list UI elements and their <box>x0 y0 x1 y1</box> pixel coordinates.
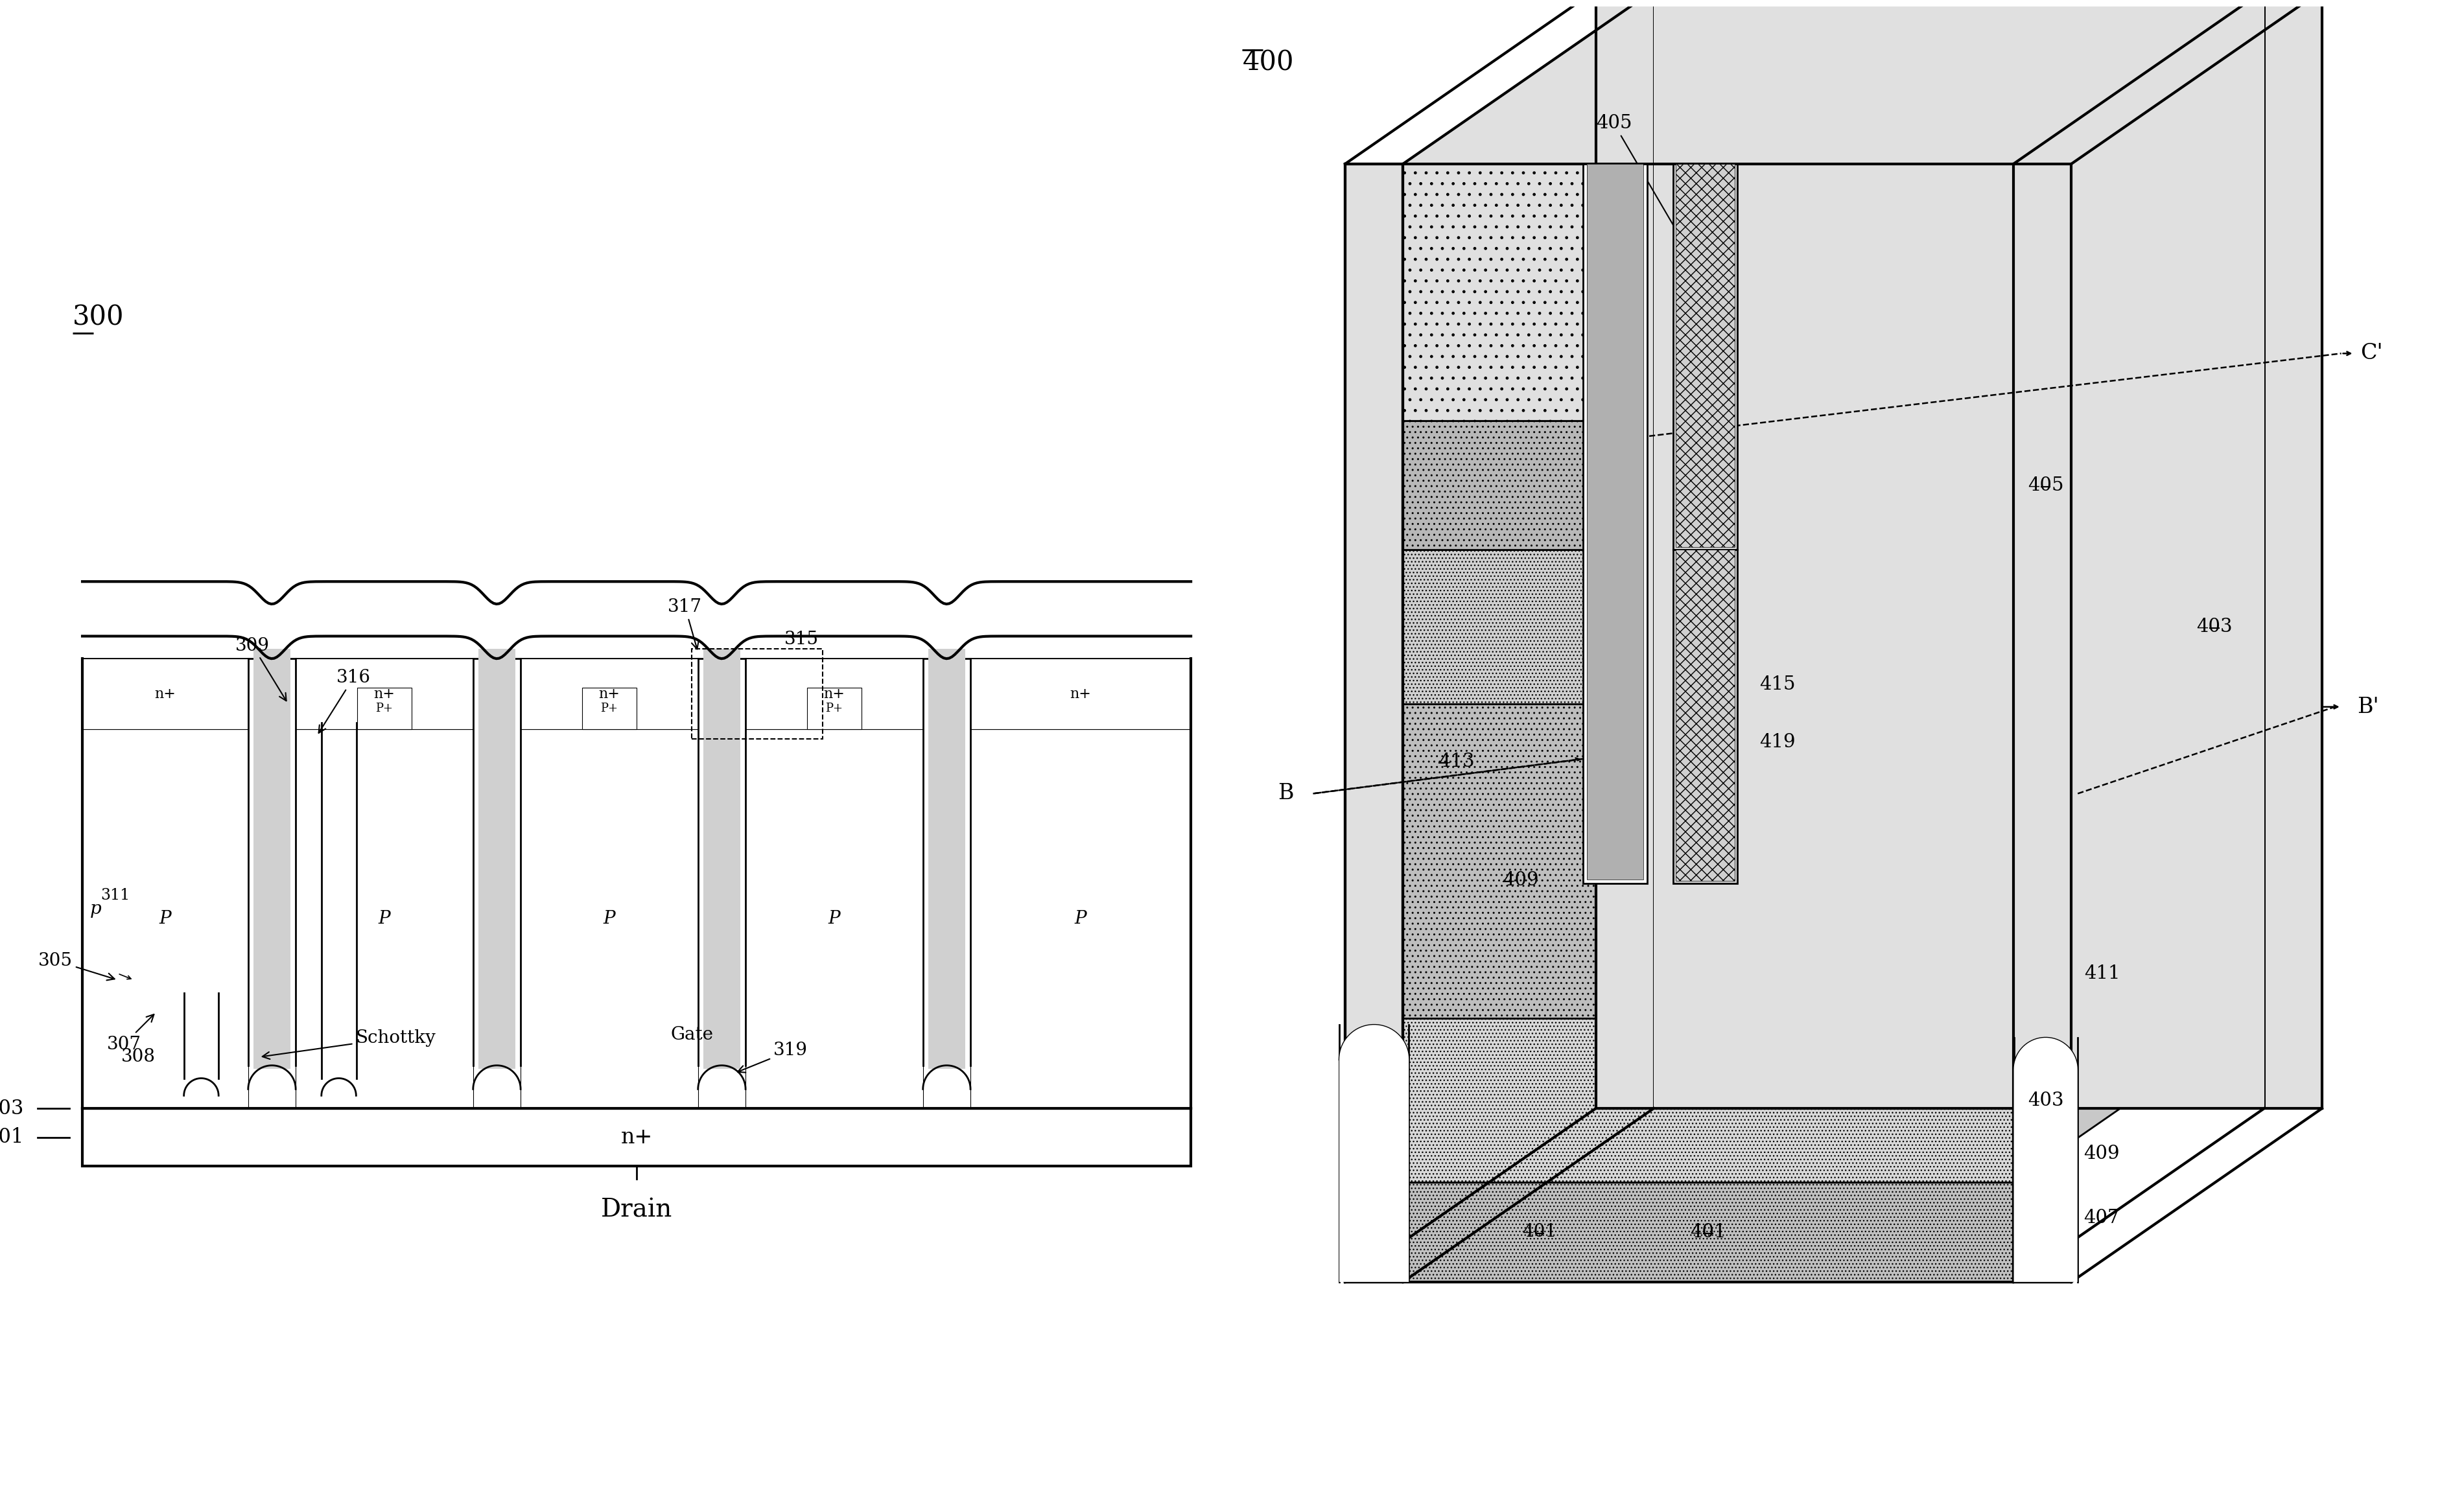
Bar <box>296 659 473 729</box>
Bar <box>81 659 249 729</box>
Bar <box>1582 164 1648 883</box>
Text: 305: 305 <box>39 952 113 980</box>
Text: n+: n+ <box>1069 687 1092 701</box>
Text: 413: 413 <box>1439 753 1473 771</box>
Bar <box>81 1109 1190 1167</box>
Text: n+: n+ <box>375 687 394 701</box>
Text: 311: 311 <box>101 887 131 902</box>
Text: 301: 301 <box>0 1128 25 1147</box>
Bar <box>520 729 697 1109</box>
Text: 309: 309 <box>237 636 286 701</box>
Text: 403: 403 <box>2195 617 2232 635</box>
Polygon shape <box>1402 164 2013 421</box>
Text: Drain: Drain <box>601 1198 673 1222</box>
Polygon shape <box>1402 550 2013 704</box>
Bar <box>1673 164 1737 550</box>
Text: n+: n+ <box>621 1126 653 1147</box>
Polygon shape <box>1402 1019 2013 1182</box>
Text: 319: 319 <box>737 1041 808 1073</box>
Text: 400: 400 <box>1242 48 1294 75</box>
Text: 303: 303 <box>0 1098 25 1119</box>
Bar <box>81 659 1190 1109</box>
Polygon shape <box>1402 1182 2013 1282</box>
Polygon shape <box>2013 164 2072 1282</box>
Text: 409: 409 <box>2085 1144 2119 1162</box>
Bar <box>1587 164 1643 880</box>
Polygon shape <box>1340 1025 1409 1282</box>
Polygon shape <box>1402 1008 2264 1182</box>
Polygon shape <box>1402 704 2013 1019</box>
Polygon shape <box>1402 530 2264 704</box>
Text: P: P <box>1074 910 1087 928</box>
Bar <box>929 656 966 1068</box>
Bar <box>971 729 1190 1109</box>
Text: n+: n+ <box>155 687 175 701</box>
Text: 407: 407 <box>2085 1209 2119 1227</box>
Polygon shape <box>1402 248 2264 421</box>
Text: P: P <box>379 910 389 928</box>
Text: 300: 300 <box>74 303 123 332</box>
Bar <box>702 648 739 662</box>
Bar <box>1673 550 1737 883</box>
Bar <box>971 659 1190 729</box>
Bar <box>1587 164 1643 880</box>
Text: 317: 317 <box>668 599 702 648</box>
Bar <box>702 656 739 1068</box>
Text: 401: 401 <box>1523 1224 1557 1242</box>
Text: P+: P+ <box>375 702 394 714</box>
Text: C': C' <box>2361 344 2383 365</box>
Text: 411: 411 <box>2085 965 2119 983</box>
Polygon shape <box>1402 846 2264 1019</box>
Polygon shape <box>1653 0 2264 1109</box>
Text: P+: P+ <box>825 702 843 714</box>
Bar <box>81 729 249 1109</box>
Bar <box>357 687 411 729</box>
Text: 315: 315 <box>784 630 818 648</box>
Bar <box>296 729 473 1109</box>
Bar <box>929 648 966 662</box>
Text: Schottky: Schottky <box>261 1029 436 1059</box>
Bar <box>1676 164 1735 547</box>
Text: B': B' <box>2358 696 2380 717</box>
Text: 405: 405 <box>1597 114 1680 238</box>
Bar <box>806 687 862 729</box>
Text: C: C <box>1698 674 1712 695</box>
Bar <box>747 659 924 729</box>
Bar <box>747 729 924 1109</box>
Bar <box>1676 550 1735 881</box>
Bar <box>254 656 291 1068</box>
Polygon shape <box>1653 0 2264 1109</box>
Text: 316: 316 <box>318 669 370 734</box>
Polygon shape <box>1402 376 2264 550</box>
Bar <box>254 648 291 662</box>
Bar <box>692 648 823 740</box>
Text: 415: 415 <box>1759 675 1796 693</box>
Text: 409: 409 <box>1503 871 1538 889</box>
Text: 419: 419 <box>1759 734 1796 751</box>
Polygon shape <box>2013 1038 2077 1282</box>
Text: P+: P+ <box>601 702 618 714</box>
Bar <box>478 648 515 662</box>
Text: p: p <box>91 901 101 917</box>
Text: n+: n+ <box>823 687 845 701</box>
Polygon shape <box>2264 0 2321 1109</box>
Polygon shape <box>1345 164 1402 1282</box>
Bar <box>520 659 697 729</box>
Text: P: P <box>604 910 616 928</box>
Text: P: P <box>828 910 840 928</box>
Text: 405: 405 <box>2028 477 2065 495</box>
Polygon shape <box>1402 0 2264 164</box>
Bar <box>582 687 636 729</box>
Bar <box>478 656 515 1068</box>
Text: 307: 307 <box>106 1014 153 1053</box>
Text: 401: 401 <box>1690 1224 1727 1242</box>
Text: P: P <box>160 910 172 928</box>
Text: 403: 403 <box>2028 1091 2065 1110</box>
Text: 308: 308 <box>121 1049 155 1065</box>
Polygon shape <box>1402 421 2013 550</box>
Polygon shape <box>1597 0 1653 1109</box>
Text: B: B <box>1279 783 1294 804</box>
Text: n+: n+ <box>599 687 621 701</box>
Text: Gate: Gate <box>670 1026 712 1043</box>
